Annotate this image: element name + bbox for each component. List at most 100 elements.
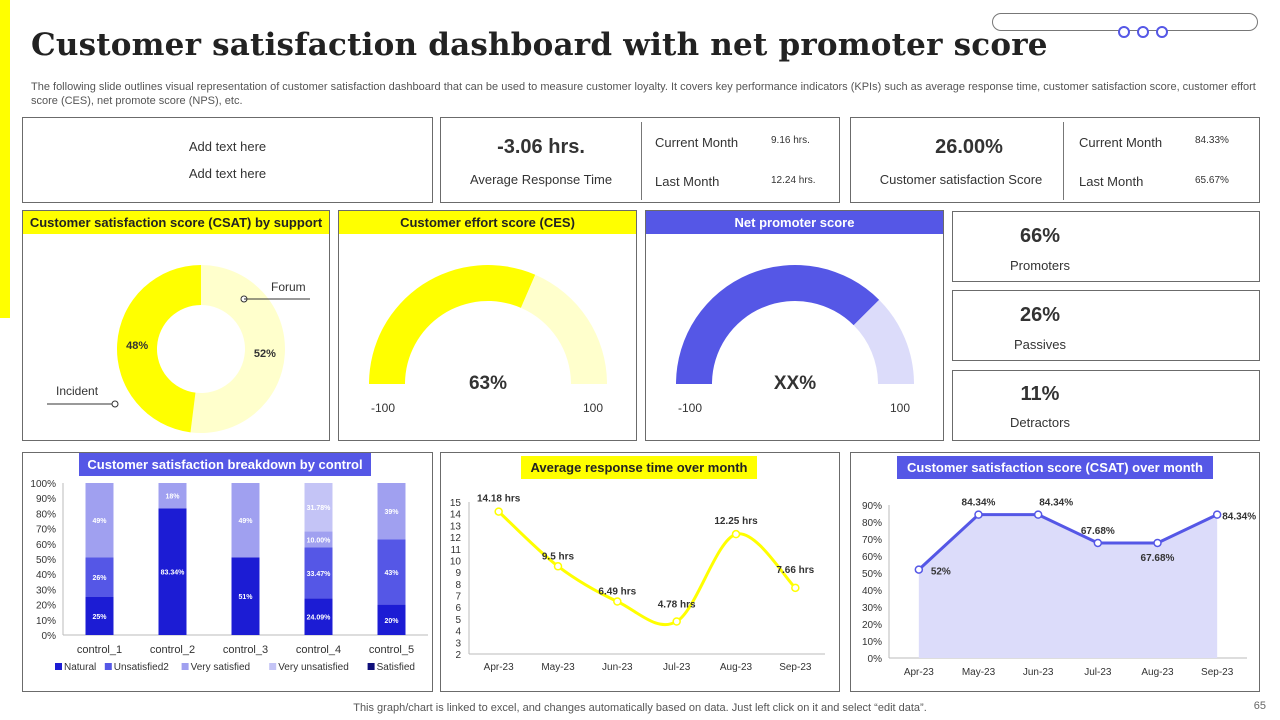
y-tick-label: 13	[450, 521, 462, 532]
area-point	[1093, 538, 1103, 548]
area-chart: 0% 10% 20% 30% 40% 50% 60% 70% 80% 90% 52% Apr-23 84…	[862, 498, 1256, 678]
y-tick-label: 20%	[862, 620, 882, 631]
text-panel: Add text here Add text here	[22, 117, 433, 203]
legend-swatch	[104, 663, 112, 670]
area-line	[917, 513, 1218, 571]
bar-data-label: 51%	[238, 594, 253, 601]
y-tick-label: 40%	[36, 570, 56, 581]
current-month-value: 9.16 hrs.	[771, 135, 810, 146]
last-month-value: 12.24 hrs.	[771, 175, 816, 186]
line-point	[613, 597, 622, 606]
passives-value: 26%	[1019, 304, 1061, 326]
y-tick-label: 70%	[862, 535, 882, 546]
donut-value-label: 48%	[126, 340, 148, 352]
y-tick-label: 60%	[36, 540, 56, 551]
page-title: Customer satisfaction dashboard with net…	[31, 27, 1048, 63]
y-tick-label: 40%	[862, 586, 882, 597]
current-month-label: Current Month	[655, 135, 739, 150]
bar-segment	[304, 531, 333, 548]
bar-segment	[231, 557, 260, 635]
bar-data-label: 39%	[384, 509, 399, 516]
bar-data-label: 26%	[92, 575, 107, 582]
bar-data-label: 43%	[384, 570, 399, 577]
line-data-label: 9.5 hrs	[542, 551, 575, 562]
y-tick-label: 30%	[36, 585, 56, 596]
last-month-label: Last Month	[1079, 174, 1144, 189]
donut-slice-incident	[116, 265, 201, 433]
y-tick-label: 0%	[868, 654, 883, 665]
dot-icon	[1118, 26, 1130, 38]
y-tick-label: 20%	[36, 601, 56, 612]
x-tick-label: control_3	[223, 644, 268, 656]
leader-marker	[111, 400, 119, 408]
csat-by-support-panel: Customer satisfaction score (CSAT) by su…	[22, 210, 330, 441]
area-data-label: 67.68%	[1081, 526, 1115, 537]
legend-label-forum: Forum	[271, 280, 306, 294]
y-tick-label: 15	[450, 498, 462, 509]
bar-data-label: 83.34%	[161, 570, 186, 577]
y-tick-label: 12	[450, 533, 462, 544]
y-tick-label: 9	[455, 568, 461, 579]
line-point	[791, 583, 800, 593]
area-fill	[918, 514, 1218, 658]
breakdown-title: Customer satisfaction breakdown by contr…	[79, 453, 371, 476]
bar-segment	[377, 604, 406, 635]
csat-month-title: Customer satisfaction score (CSAT) over …	[897, 456, 1213, 479]
gauge-value: 63%	[469, 373, 507, 394]
csat-label: Customer satisfaction Score	[879, 172, 1043, 187]
gauge-max-label: 100	[890, 401, 910, 415]
donut-chart: 52% 48% Forum Incident	[47, 265, 310, 433]
bar-data-label: 25%	[92, 614, 107, 621]
bar-data-label: 49%	[92, 518, 107, 525]
csat-value: 26.00%	[935, 136, 1003, 158]
area-data-label: 67.68%	[1141, 553, 1175, 564]
csat-kpi: 26.00% Customer satisfaction Score Curre…	[850, 117, 1260, 203]
line-data-label: 12.25 hrs	[714, 516, 758, 527]
promoters-value: 66%	[1019, 225, 1061, 247]
area-data-label: 84.34%	[1039, 498, 1073, 509]
bar-segment	[158, 508, 187, 635]
area-point	[914, 565, 924, 574]
bar-segment	[377, 483, 406, 540]
passives-label: Passives	[1013, 337, 1067, 352]
y-tick-label: 100%	[30, 479, 56, 490]
bar-data-label: 24.09%	[307, 615, 332, 622]
text-line-2: Add text here	[188, 166, 267, 181]
bar-segment	[85, 597, 114, 635]
gauge-remainder	[520, 274, 607, 384]
x-tick-label: Sep-23	[1201, 667, 1234, 678]
line-data-label: 14.18 hrs	[477, 494, 521, 505]
x-tick-label: control_5	[369, 644, 414, 656]
dot-icon	[1156, 26, 1168, 38]
legend-label: Very satisfied	[191, 662, 250, 673]
bar-segment	[304, 598, 333, 635]
detractors-label: Detractors	[1010, 415, 1070, 430]
bar-data-label: 49%	[238, 518, 253, 525]
bar-segment	[85, 557, 114, 597]
x-tick-label: Jun-23	[1023, 667, 1054, 678]
y-tick-label: 50%	[862, 569, 882, 580]
bar-data-label: 10.00%	[307, 537, 332, 544]
promoters-card: 66% Promoters	[952, 211, 1260, 282]
response-time-label: Average Response Time	[469, 172, 613, 187]
response-time-chart-title: Average response time over month	[521, 456, 757, 479]
x-tick-label: May-23	[541, 662, 575, 673]
nps-gauge: XX% -100 100	[676, 264, 914, 415]
legend-label: Satisfied	[377, 662, 415, 673]
gauge-fill	[676, 264, 880, 384]
page-number: 65	[1253, 700, 1266, 712]
text-line-1: Add text here	[188, 139, 267, 154]
donut-slice-forum	[190, 265, 285, 433]
bar-data-label: 33.47%	[307, 571, 332, 578]
y-tick-label: 14	[450, 510, 462, 521]
response-time-value: -3.06 hrs.	[497, 136, 585, 158]
gauge-value: XX%	[774, 373, 816, 394]
x-tick-label: Apr-23	[904, 667, 934, 678]
gauge-min-label: -100	[371, 401, 395, 415]
area-data-label: 84.34%	[962, 498, 996, 509]
gauge-remainder	[853, 299, 914, 384]
gauge-max-label: 100	[583, 401, 603, 415]
x-tick-label: control_1	[77, 644, 122, 656]
